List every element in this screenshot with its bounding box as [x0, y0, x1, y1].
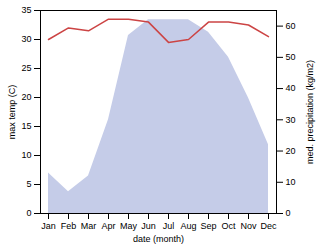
svg-text:0: 0	[26, 208, 31, 218]
svg-text:20: 20	[286, 146, 296, 156]
svg-text:40: 40	[286, 83, 296, 93]
svg-text:60: 60	[286, 21, 296, 31]
svg-text:Feb: Feb	[61, 221, 77, 231]
svg-text:50: 50	[286, 52, 296, 62]
svg-text:med. precipitation (kg/m2): med. precipitation (kg/m2)	[305, 60, 315, 164]
svg-text:15: 15	[21, 121, 31, 131]
svg-text:5: 5	[26, 179, 31, 189]
svg-text:May: May	[120, 221, 138, 231]
svg-text:Jan: Jan	[41, 221, 56, 231]
svg-text:Nov: Nov	[240, 221, 257, 231]
svg-text:date (month): date (month)	[133, 234, 184, 244]
svg-text:Aug: Aug	[180, 221, 196, 231]
svg-text:Mar: Mar	[81, 221, 97, 231]
svg-text:Jun: Jun	[141, 221, 156, 231]
svg-text:10: 10	[21, 150, 31, 160]
svg-text:Dec: Dec	[260, 221, 277, 231]
svg-text:0: 0	[286, 208, 291, 218]
svg-text:10: 10	[286, 177, 296, 187]
svg-text:Oct: Oct	[221, 221, 236, 231]
svg-text:Jul: Jul	[163, 221, 175, 231]
svg-text:30: 30	[286, 115, 296, 125]
svg-text:Apr: Apr	[101, 221, 115, 231]
svg-text:35: 35	[21, 5, 31, 15]
svg-text:max temp (C): max temp (C)	[7, 85, 17, 140]
svg-text:20: 20	[21, 92, 31, 102]
svg-text:Sep: Sep	[200, 221, 216, 231]
svg-text:25: 25	[21, 63, 31, 73]
svg-text:30: 30	[21, 34, 31, 44]
